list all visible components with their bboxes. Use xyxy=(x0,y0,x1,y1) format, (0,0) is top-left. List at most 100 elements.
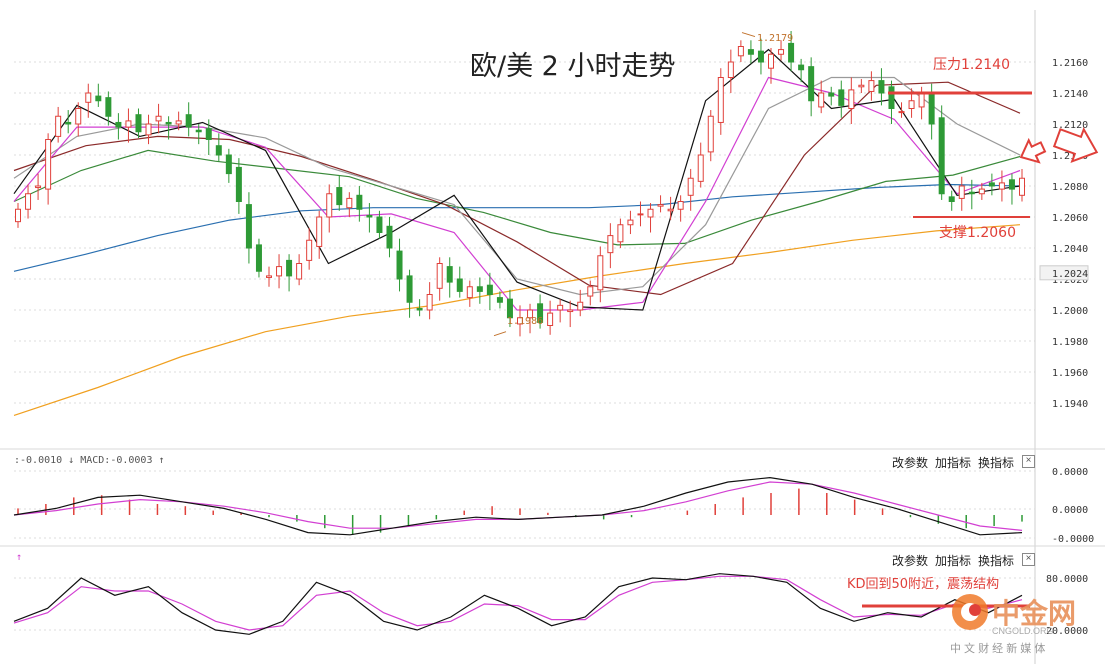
main-y-tick-label: 1.2120 xyxy=(1052,120,1088,131)
candle-body xyxy=(868,80,875,92)
candle-body xyxy=(707,115,714,153)
candle-body xyxy=(677,201,684,210)
current-price-label: 1.2024 xyxy=(1052,269,1088,280)
candle-body xyxy=(717,77,724,123)
ma-line-gray xyxy=(13,76,1021,296)
candle-body xyxy=(45,139,52,190)
candle-body xyxy=(376,216,383,233)
macd-y-tick-label: -0.0000 xyxy=(1052,534,1094,545)
candle-body xyxy=(958,185,965,199)
candle-body xyxy=(306,239,313,261)
candle-body xyxy=(697,154,704,182)
candle-body xyxy=(35,185,42,189)
macd-close-icon[interactable]: × xyxy=(1022,455,1035,468)
watermark-logo: 中金网 CNGOLD.ORG 中 文 财 经 新 媒 体 xyxy=(948,590,1098,658)
main-y-tick-label: 1.2000 xyxy=(1052,306,1088,317)
candle-body xyxy=(416,307,423,311)
candle-body xyxy=(858,84,865,88)
candle-body xyxy=(838,89,845,106)
candle-body xyxy=(808,66,815,102)
resistance-annotation: 压力1.2140 xyxy=(933,57,1010,73)
low-marker-arrow xyxy=(493,331,507,337)
main-y-tick-label: 1.2080 xyxy=(1052,182,1088,193)
candle-body xyxy=(687,177,694,196)
kd-y-tick-label: 80.0000 xyxy=(1046,574,1088,585)
candle-body xyxy=(145,123,152,136)
low-marker-label: 1.1986 xyxy=(507,316,544,327)
candle-body xyxy=(245,204,252,249)
candle-body xyxy=(768,53,774,69)
candle-body xyxy=(607,235,614,254)
candle-body xyxy=(346,197,353,209)
candle-body xyxy=(165,121,172,125)
candle-body xyxy=(436,263,443,289)
kd-change-params-button[interactable]: 改参数 xyxy=(892,554,929,568)
high-marker-label: 1.2179 xyxy=(757,33,794,44)
forecast-arrow-icon xyxy=(1052,126,1099,164)
candle-body xyxy=(888,86,895,110)
ma-line-magenta xyxy=(13,76,1021,311)
candle-body xyxy=(366,214,373,218)
candle-body xyxy=(125,120,132,128)
candle-body xyxy=(316,216,323,247)
kd-d-line xyxy=(13,575,1023,631)
candle-body xyxy=(547,312,554,327)
candle-body xyxy=(757,50,764,63)
candle-body xyxy=(386,225,393,249)
main-y-tick-label: 1.1940 xyxy=(1052,399,1088,410)
candle-body xyxy=(185,114,192,128)
candle-body xyxy=(446,266,453,283)
candle-body xyxy=(55,115,62,137)
main-y-tick-label: 1.2100 xyxy=(1052,151,1088,162)
candle-body xyxy=(426,294,433,311)
candle-body xyxy=(155,115,162,122)
main-y-tick-label: 1.2060 xyxy=(1052,213,1088,224)
candle-body xyxy=(818,92,825,108)
candle-body xyxy=(466,286,473,299)
candle-body xyxy=(296,263,303,280)
candle-body xyxy=(1019,177,1025,196)
candle-body xyxy=(506,298,513,319)
candle-body xyxy=(266,275,272,278)
candle-body xyxy=(276,266,283,277)
candle-body xyxy=(948,196,955,203)
watermark-sub-en: CNGOLD.ORG xyxy=(992,626,1054,636)
kd-close-icon[interactable]: × xyxy=(1022,553,1035,566)
watermark-brand: 中金网 xyxy=(992,598,1077,629)
candle-body xyxy=(577,301,584,311)
candle-body xyxy=(286,259,293,277)
candle-body xyxy=(737,46,744,57)
macd-y-tick-label: 0.0000 xyxy=(1052,467,1088,478)
candle-body xyxy=(778,49,785,55)
candle-body xyxy=(175,120,182,125)
candle-body xyxy=(597,255,604,291)
candle-body xyxy=(998,182,1005,190)
kd-k-line xyxy=(13,573,1023,635)
candle-body xyxy=(727,61,734,78)
candle-body xyxy=(637,213,644,216)
kd-add-indicator-button[interactable]: 加指标 xyxy=(935,554,972,568)
main-y-tick-label: 1.1960 xyxy=(1052,368,1088,379)
candle-body xyxy=(918,92,925,108)
candle-body xyxy=(496,297,503,303)
candle-body xyxy=(15,208,21,223)
candle-body xyxy=(406,275,413,303)
candle-body xyxy=(828,92,835,97)
macd-switch-indicator-button[interactable]: 换指标 xyxy=(978,456,1015,470)
macd-change-params-button[interactable]: 改参数 xyxy=(892,456,929,470)
candle-body xyxy=(65,121,72,125)
candle-body xyxy=(95,95,102,102)
main-y-tick-label: 1.1980 xyxy=(1052,337,1088,348)
candle-body xyxy=(25,193,32,210)
main-y-tick-label: 1.2020 xyxy=(1052,275,1088,286)
candle-body xyxy=(195,129,202,133)
macd-add-indicator-button[interactable]: 加指标 xyxy=(935,456,972,470)
macd-dif-line xyxy=(13,476,1023,536)
candle-body xyxy=(235,166,242,202)
candle-body xyxy=(617,224,624,243)
candle-body xyxy=(356,194,363,210)
kd-switch-indicator-button[interactable]: 换指标 xyxy=(978,554,1015,568)
candle-body xyxy=(486,284,493,296)
candle-body xyxy=(326,193,333,218)
